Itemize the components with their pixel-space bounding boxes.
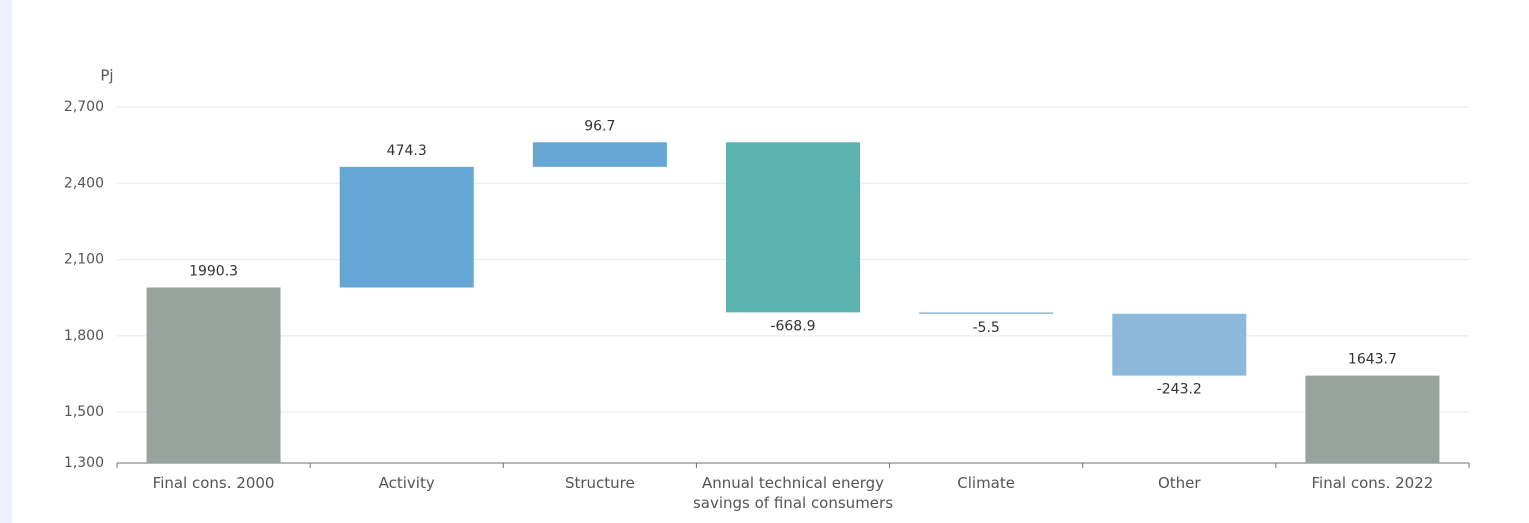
- x-tick-label: Final cons. 2022: [1311, 474, 1434, 492]
- x-tick-label: Structure: [564, 474, 635, 492]
- side-strip: [0, 0, 12, 523]
- value-label: 96.7: [584, 118, 615, 134]
- x-tick-label: Activity: [378, 474, 435, 492]
- bar: [726, 142, 860, 313]
- bar: [532, 142, 667, 167]
- y-axis-label: Pj: [100, 67, 113, 85]
- x-tick-label: Climate: [957, 474, 1015, 492]
- y-tick-label: 1,500: [64, 404, 104, 420]
- value-label: 1643.7: [1348, 352, 1397, 368]
- value-label: -668.9: [770, 318, 815, 334]
- value-label: 1990.3: [189, 263, 238, 279]
- value-label: -5.5: [972, 320, 999, 336]
- bar: [919, 312, 1054, 314]
- x-tick-label: Final cons. 2000: [152, 474, 275, 492]
- x-tick-label: Other: [1157, 474, 1201, 492]
- y-tick-label: 1,800: [64, 328, 104, 344]
- y-tick-label: 2,700: [64, 99, 104, 115]
- value-label: 474.3: [387, 143, 427, 159]
- value-label: -243.2: [1157, 382, 1202, 398]
- bar: [146, 287, 281, 463]
- bar: [1112, 313, 1247, 376]
- y-tick-label: 2,400: [64, 175, 104, 191]
- bar: [1305, 375, 1440, 463]
- y-tick-label: 1,300: [64, 455, 104, 471]
- bar: [339, 166, 474, 288]
- y-tick-label: 2,100: [64, 252, 104, 268]
- x-tick-label: Annual technical energy savings of final…: [692, 474, 894, 512]
